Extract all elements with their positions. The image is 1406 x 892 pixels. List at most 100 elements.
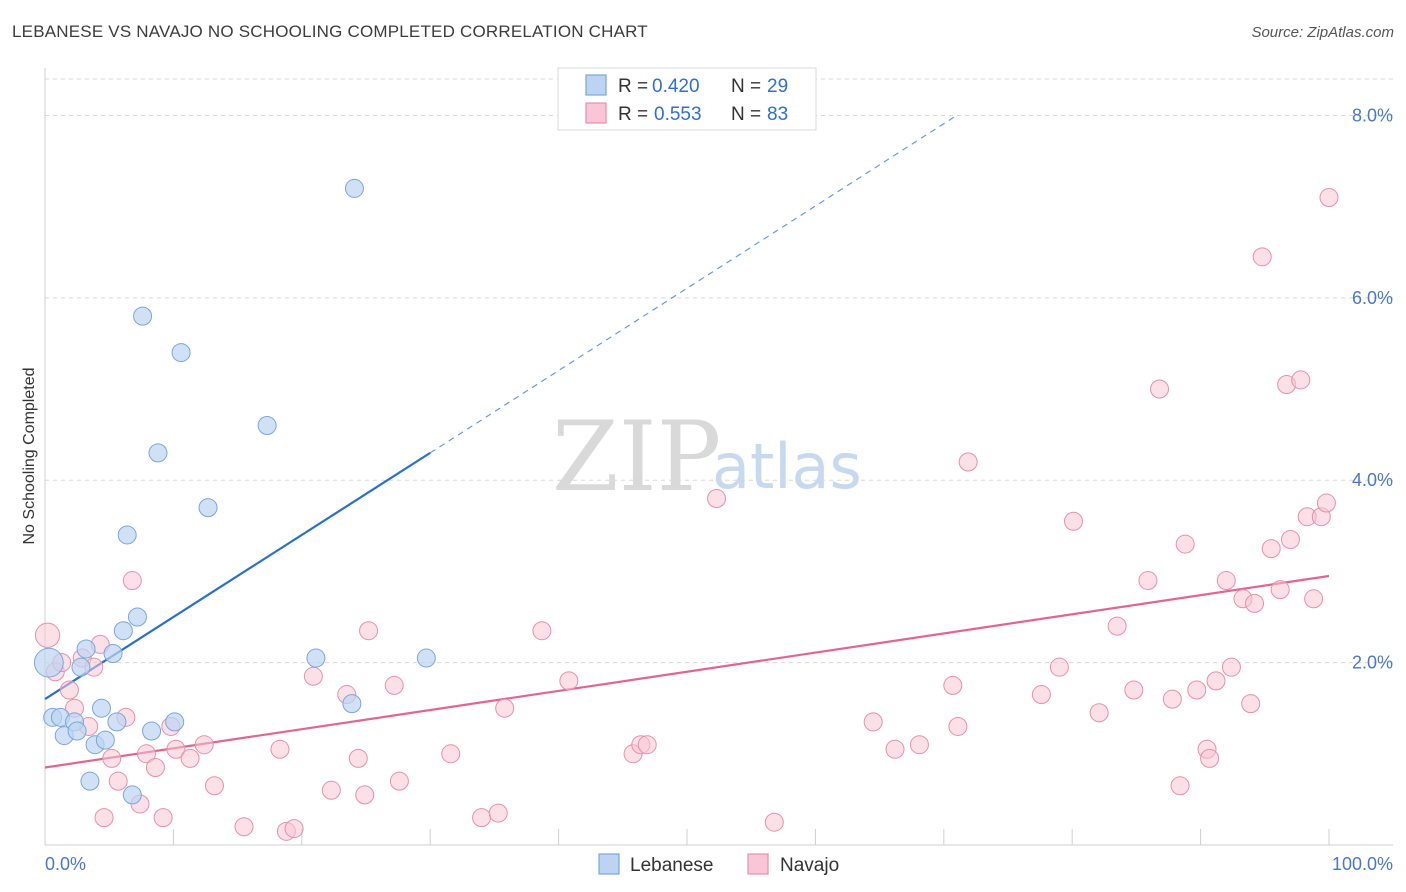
bottom-legend-swatch-lebanese [598, 853, 620, 875]
legend-r-value-navajo: 0.553 [654, 104, 702, 125]
gridlines [45, 78, 1393, 664]
navajo-point [1304, 589, 1324, 609]
navajo-point [1175, 534, 1195, 554]
navajo-point [1221, 657, 1241, 677]
navajo-point [153, 808, 173, 828]
lebanese-point [95, 730, 115, 750]
navajo-point [488, 803, 508, 823]
bottom-legend-swatch-navajo [747, 853, 769, 875]
legend-n-value-navajo: 83 [767, 104, 788, 125]
legend-n-label-navajo: N = [731, 104, 761, 125]
navajo-point [384, 675, 404, 695]
navajo-point [1138, 571, 1158, 591]
navajo-point [1063, 511, 1083, 531]
lebanese-point [127, 607, 147, 627]
lebanese-point [142, 721, 162, 741]
lebanese-point [133, 306, 153, 326]
navajo-point [1031, 685, 1051, 705]
navajo-point [321, 780, 341, 800]
navajo-point [532, 621, 552, 641]
legend-r-label-navajo: R = [618, 104, 648, 125]
navajo-point [303, 666, 323, 686]
lebanese-point [107, 712, 127, 732]
y-axis-label: No Schooling Completed [21, 368, 38, 545]
navajo-point [1049, 657, 1069, 677]
navajo-point [122, 571, 142, 591]
navajo-point [234, 817, 254, 837]
navajo-point [863, 712, 883, 732]
navajo-point [108, 771, 128, 791]
navajo-point [1245, 593, 1265, 613]
navajo-point [145, 757, 165, 777]
source-credit: Source: ZipAtlas.com [1251, 24, 1394, 41]
trendline-lebanese-extension [429, 114, 957, 454]
lebanese-point [148, 443, 168, 463]
navajo-point [355, 785, 375, 805]
lebanese-point [76, 639, 96, 659]
x-tick-label-min: 0.0% [45, 854, 86, 874]
navajo-point [1206, 671, 1226, 691]
lebanese-point [416, 648, 436, 668]
navajo-point [270, 739, 290, 759]
trendline-navajo [44, 574, 1330, 769]
lebanese-point [344, 178, 364, 198]
lebanese-point [257, 416, 277, 436]
bottom-legend-label-lebanese: Lebanese [630, 855, 713, 876]
navajo-point [764, 812, 784, 832]
navajo-point [909, 735, 929, 755]
navajo-point [559, 671, 579, 691]
legend-n-value-lebanese: 29 [767, 76, 788, 97]
y-tick-label-6: 6.0% [1352, 288, 1393, 308]
navajo-point [1291, 370, 1311, 390]
lebanese-point [198, 498, 218, 518]
navajo-point [885, 739, 905, 759]
navajo-point [1270, 580, 1290, 600]
legend-r-value-lebanese: 0.420 [652, 76, 700, 97]
legend-n-label-lebanese: N = [731, 76, 761, 97]
navajo-point [958, 452, 978, 472]
navajo-point [1200, 748, 1220, 768]
lebanese-point [306, 648, 326, 668]
lebanese-point [342, 694, 362, 714]
lebanese-point [165, 712, 185, 732]
lebanese-point [103, 644, 123, 663]
navajo-points [34, 188, 1339, 841]
navajo-point [204, 776, 224, 796]
lebanese-point [80, 771, 100, 791]
navajo-point [1261, 539, 1281, 559]
lebanese-points [33, 178, 436, 805]
navajo-point [1089, 703, 1109, 723]
legend-swatch-lebanese [585, 74, 607, 96]
watermark-atlas: atlas [712, 430, 862, 503]
lebanese-point [171, 343, 191, 363]
lebanese-point [122, 785, 142, 805]
navajo-point [441, 744, 461, 764]
lebanese-point [71, 657, 91, 677]
navajo-point [1107, 616, 1127, 636]
chart-title: LEBANESE VS NAVAJO NO SCHOOLING COMPLETE… [12, 22, 648, 41]
lebanese-point [67, 721, 87, 741]
navajo-point [1319, 188, 1339, 208]
navajo-point [1316, 493, 1336, 513]
lebanese-point [91, 698, 111, 718]
watermark-zip: ZIP [552, 401, 721, 513]
y-tick-label-2: 2.0% [1352, 653, 1393, 673]
navajo-point [180, 748, 200, 768]
navajo-point [707, 488, 727, 508]
navajo-point [943, 675, 963, 695]
navajo-point [136, 744, 156, 764]
y-tick-label-8: 8.0% [1352, 105, 1393, 125]
lebanese-point [33, 647, 64, 678]
legend-r-label-lebanese: R = [618, 76, 648, 97]
watermark: ZIP atlas [552, 401, 862, 513]
navajo-point [166, 739, 186, 759]
correlation-legend: R = 0.420 N = 29 R = 0.553 N = 83 [557, 67, 817, 131]
x-tick-label-max: 100.0% [1332, 854, 1393, 874]
navajo-point [194, 735, 214, 755]
navajo-point [359, 621, 379, 641]
navajo-point [495, 698, 515, 718]
series-legend: Lebanese Navajo [598, 853, 839, 876]
navajo-point [1216, 571, 1236, 591]
y-tick-label-4: 4.0% [1352, 470, 1393, 490]
